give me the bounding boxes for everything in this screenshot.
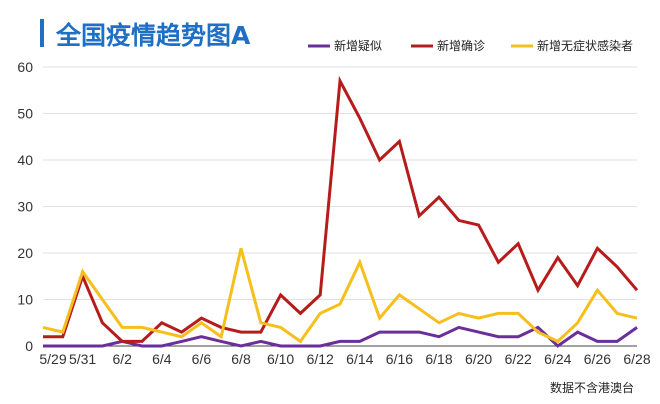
- data-note: 数据不含港澳台: [550, 380, 634, 395]
- title-accent-bar: [40, 19, 44, 47]
- y-tick-label: 10: [17, 292, 33, 308]
- x-tick-label: 6/28: [623, 351, 650, 367]
- x-tick-label: 6/24: [544, 351, 571, 367]
- chart-title-group: 全国疫情趋势图A: [40, 19, 251, 50]
- x-tick-label: 6/22: [505, 351, 532, 367]
- x-tick-label: 5/29: [39, 351, 66, 367]
- x-tick-label: 6/6: [192, 351, 212, 367]
- legend-label: 新增疑似: [334, 38, 382, 53]
- y-tick-label: 50: [17, 106, 33, 122]
- series-line-1: [43, 75, 639, 343]
- x-tick-label: 6/10: [267, 351, 294, 367]
- y-tick-label: 30: [17, 199, 33, 215]
- x-tick-label: 6/18: [425, 351, 452, 367]
- legend: 新增疑似 新增确诊 新增无症状感染者: [308, 38, 633, 53]
- y-tick-label: 20: [17, 245, 33, 261]
- x-tick-label: 6/26: [584, 351, 611, 367]
- y-axis-ticks: 0 10 20 30 40 50 60: [17, 59, 33, 354]
- x-tick-label: 6/16: [386, 351, 413, 367]
- x-tick-label: 6/20: [465, 351, 492, 367]
- x-tick-label: 6/2: [112, 351, 132, 367]
- series-lines: [42, 75, 639, 348]
- y-tick-label: 60: [17, 59, 33, 75]
- x-tick-label: 6/12: [307, 351, 334, 367]
- legend-label: 新增确诊: [437, 38, 485, 53]
- x-tick-label: 6/14: [346, 351, 373, 367]
- series-line-0: [43, 325, 638, 348]
- legend-label: 新增无症状感染者: [537, 38, 633, 53]
- y-tick-label: 40: [17, 152, 33, 168]
- series-line-2: [42, 247, 638, 344]
- x-tick-label: 6/4: [152, 351, 172, 367]
- x-tick-label: 6/8: [231, 351, 251, 367]
- chart-title: 全国疫情趋势图A: [55, 21, 251, 50]
- x-axis-ticks: 5/29 5/31 6/2 6/4 6/6 6/8 6/10 6/12 6/14 6/16 6/18…: [39, 351, 650, 367]
- x-tick-label: 5/31: [69, 351, 96, 367]
- y-tick-label: 0: [25, 338, 33, 354]
